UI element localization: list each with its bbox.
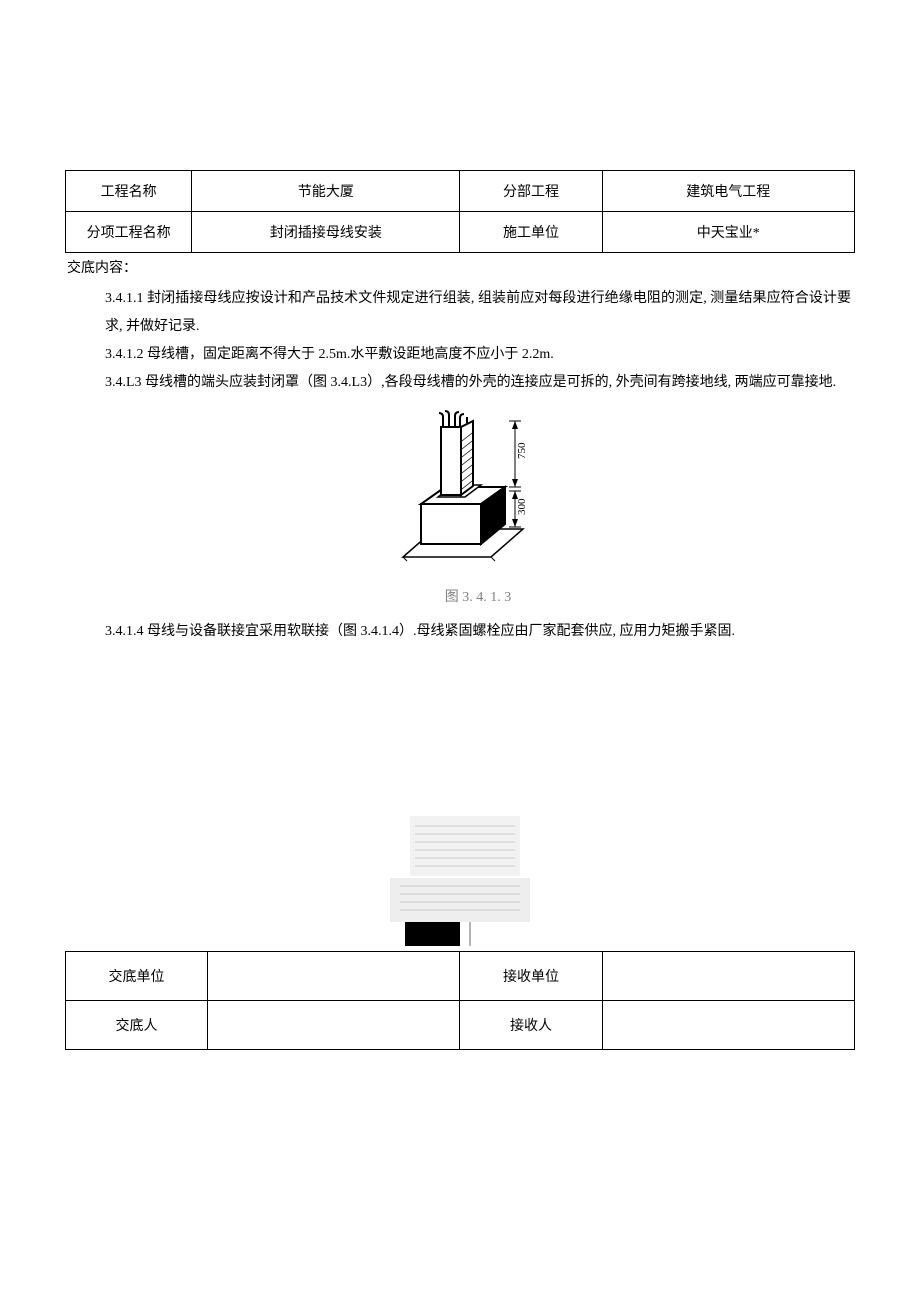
dimension-750: 750	[516, 442, 528, 459]
table-row: 分项工程名称 封闭插接母线安装 施工单位 中天宝业*	[66, 212, 855, 253]
paragraph-3-4-l3: 3.4.L3 母线槽的端头应装封闭罩（图 3.4.L3）,各段母线槽的外壳的连接…	[105, 369, 851, 397]
disclose-unit-label: 交底单位	[66, 952, 208, 1001]
table-row: 交底人 接收人	[66, 1001, 855, 1050]
project-name-label: 工程名称	[66, 171, 192, 212]
disclosure-content: 3.4.1.1 封闭插接母线应按设计和产品技术文件规定进行组装, 组装前应对每段…	[65, 285, 855, 646]
subsection-label: 分部工程	[460, 171, 602, 212]
figure-3-4-1-3: 750 300 图 3. 4. 1. 3	[105, 409, 851, 612]
redacted-figure-area	[65, 816, 855, 951]
paragraph-3-4-1-4: 3.4.1.4 母线与设备联接宜采用软联接（图 3.4.1.4）.母线紧固螺栓应…	[105, 618, 851, 646]
contractor-value: 中天宝业*	[602, 212, 855, 253]
dimension-300: 300	[516, 498, 528, 515]
subitem-name-label: 分项工程名称	[66, 212, 192, 253]
discloser-label: 交底人	[66, 1001, 208, 1050]
project-header-table: 工程名称 节能大厦 分部工程 建筑电气工程 分项工程名称 封闭插接母线安装 施工…	[65, 170, 855, 253]
subsection-value: 建筑电气工程	[602, 171, 855, 212]
contractor-label: 施工单位	[460, 212, 602, 253]
figure-caption: 图 3. 4. 1. 3	[105, 584, 851, 612]
table-row: 交底单位 接收单位	[66, 952, 855, 1001]
receive-unit-label: 接收单位	[460, 952, 602, 1001]
receiver-label: 接收人	[460, 1001, 602, 1050]
paragraph-3-4-1-1: 3.4.1.1 封闭插接母线应按设计和产品技术文件规定进行组装, 组装前应对每段…	[105, 285, 851, 341]
disclose-unit-value	[208, 952, 460, 1001]
busbar-end-cap-diagram: 750 300	[393, 409, 563, 569]
receive-unit-value	[602, 952, 855, 1001]
signature-table: 交底单位 接收单位 交底人 接收人	[65, 951, 855, 1050]
paragraph-3-4-1-2: 3.4.1.2 母线槽，固定距离不得大于 2.5m.水平敷设距地高度不应小于 2…	[105, 341, 851, 369]
disclosure-title: 交底内容：	[65, 257, 855, 277]
subitem-name-value: 封闭插接母线安装	[192, 212, 460, 253]
receiver-value	[602, 1001, 855, 1050]
project-name-value: 节能大厦	[192, 171, 460, 212]
table-row: 工程名称 节能大厦 分部工程 建筑电气工程	[66, 171, 855, 212]
discloser-value	[208, 1001, 460, 1050]
